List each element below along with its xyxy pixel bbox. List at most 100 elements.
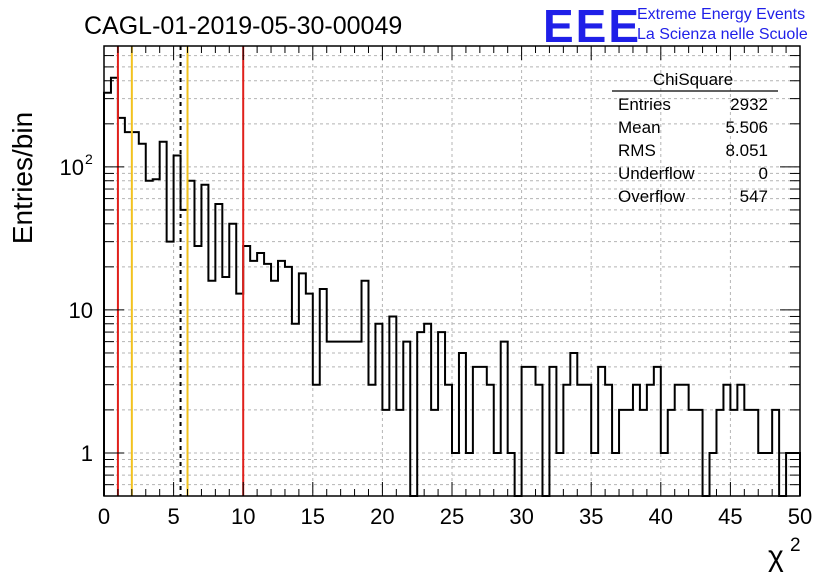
y-tick-label: 10 xyxy=(69,298,93,323)
org-name-line1: Extreme Energy Events xyxy=(637,6,805,23)
histogram-bar xyxy=(577,385,584,496)
histogram-bar xyxy=(570,353,577,496)
axes xyxy=(103,45,801,497)
histogram-bar xyxy=(445,385,452,496)
x-axis-label: χ 2 xyxy=(768,535,801,572)
histogram-bar xyxy=(271,281,278,496)
histogram-bar xyxy=(194,246,201,496)
stats-value: 2932 xyxy=(730,95,768,114)
histogram-bar xyxy=(675,385,682,496)
histogram-bar xyxy=(104,93,111,496)
stats-value: 547 xyxy=(740,187,768,206)
stats-label: Entries xyxy=(618,95,671,114)
stats-value: 0 xyxy=(759,164,768,183)
histogram-bar xyxy=(278,261,285,496)
histogram-bar xyxy=(139,144,146,496)
histogram-bar xyxy=(473,367,480,496)
histogram-bar xyxy=(563,385,570,496)
histogram-bar xyxy=(250,261,257,496)
stats-box-title: ChiSquare xyxy=(653,70,733,89)
histogram-bar xyxy=(320,289,327,496)
histogram-bar xyxy=(167,242,174,496)
histogram-bar xyxy=(480,367,487,496)
histogram-bar xyxy=(459,353,466,496)
histogram-bar xyxy=(682,385,689,496)
x-tick-label: 15 xyxy=(301,504,325,529)
histogram-bar xyxy=(389,316,396,496)
x-tick-label: 0 xyxy=(98,504,110,529)
x-tick-label: 50 xyxy=(788,504,812,529)
histogram-bar xyxy=(368,385,375,496)
y-tick-label: 10 xyxy=(60,155,84,180)
histogram-bar xyxy=(536,385,543,496)
histogram-bar xyxy=(522,367,529,496)
histogram-bar xyxy=(355,342,362,496)
x-tick-label: 30 xyxy=(509,504,533,529)
histogram-bar xyxy=(160,142,167,496)
histogram-bar xyxy=(125,132,132,496)
histogram-bar xyxy=(132,132,139,496)
histogram-bar xyxy=(647,385,654,496)
stats-label: Underflow xyxy=(618,164,695,183)
x-tick-label: 40 xyxy=(649,504,673,529)
histogram-bar xyxy=(146,181,153,496)
histogram-bar xyxy=(417,332,424,496)
stats-value: 5.506 xyxy=(725,118,768,137)
histogram-bar xyxy=(487,385,494,496)
histogram-bar xyxy=(341,342,348,496)
threshold-lines xyxy=(116,46,245,496)
y-axis-label: Entries/bin xyxy=(7,112,38,244)
histogram-bar xyxy=(723,385,730,496)
histogram-bar xyxy=(243,246,250,496)
stats-value: 8.051 xyxy=(725,141,768,160)
y-tick-label: 1 xyxy=(81,441,93,466)
histogram-bar xyxy=(208,281,215,496)
histogram-bar xyxy=(737,385,744,496)
histogram-bar xyxy=(362,281,369,496)
histogram-bar xyxy=(529,367,536,496)
histogram-outline xyxy=(103,76,801,497)
stats-box: ChiSquare Entries 2932 Mean 5.506 RMS 8.… xyxy=(612,70,778,206)
histogram-bars xyxy=(103,76,801,497)
x-axis-label-exponent: 2 xyxy=(790,535,801,556)
histogram-bar xyxy=(549,367,556,496)
histogram-bar xyxy=(605,385,612,496)
histogram-bar xyxy=(348,342,355,496)
histogram-bar xyxy=(174,156,181,496)
histogram-bar xyxy=(313,385,320,496)
histogram-bar xyxy=(633,385,640,496)
histogram-bar xyxy=(285,267,292,496)
x-tick-label: 35 xyxy=(579,504,603,529)
histogram-bar xyxy=(438,332,445,496)
histogram-bar xyxy=(153,179,160,496)
histogram-bar xyxy=(264,264,271,496)
stats-label: RMS xyxy=(618,141,656,160)
histogram-bar xyxy=(403,342,410,496)
x-tick-label: 10 xyxy=(231,504,255,529)
eee-logo: EEE xyxy=(543,0,641,52)
x-tick-label: 5 xyxy=(167,504,179,529)
histogram-bar xyxy=(327,342,334,496)
x-tick-label: 20 xyxy=(370,504,394,529)
histogram-bar xyxy=(654,367,661,496)
histogram-bar xyxy=(215,204,222,496)
y-tick-label-exponent: 2 xyxy=(85,151,93,167)
histogram-bar xyxy=(334,342,341,496)
x-tick-label: 45 xyxy=(718,504,742,529)
histogram-bar xyxy=(501,342,508,496)
histogram-bar xyxy=(188,181,195,496)
x-axis-label-symbol: χ xyxy=(768,540,784,572)
stats-label: Overflow xyxy=(618,187,686,206)
org-name-line2: La Scienza nelle Scuole xyxy=(637,26,808,43)
histogram-bar xyxy=(118,118,125,496)
chart-title: CAGL-01-2019-05-30-00049 xyxy=(84,12,402,40)
histogram-bar xyxy=(584,385,591,496)
histogram-bar xyxy=(598,367,605,496)
histogram-bar xyxy=(201,185,208,496)
stats-label: Mean xyxy=(618,118,661,137)
histogram-bar xyxy=(229,224,236,496)
x-tick-label: 25 xyxy=(440,504,464,529)
histogram-bar xyxy=(111,78,118,496)
